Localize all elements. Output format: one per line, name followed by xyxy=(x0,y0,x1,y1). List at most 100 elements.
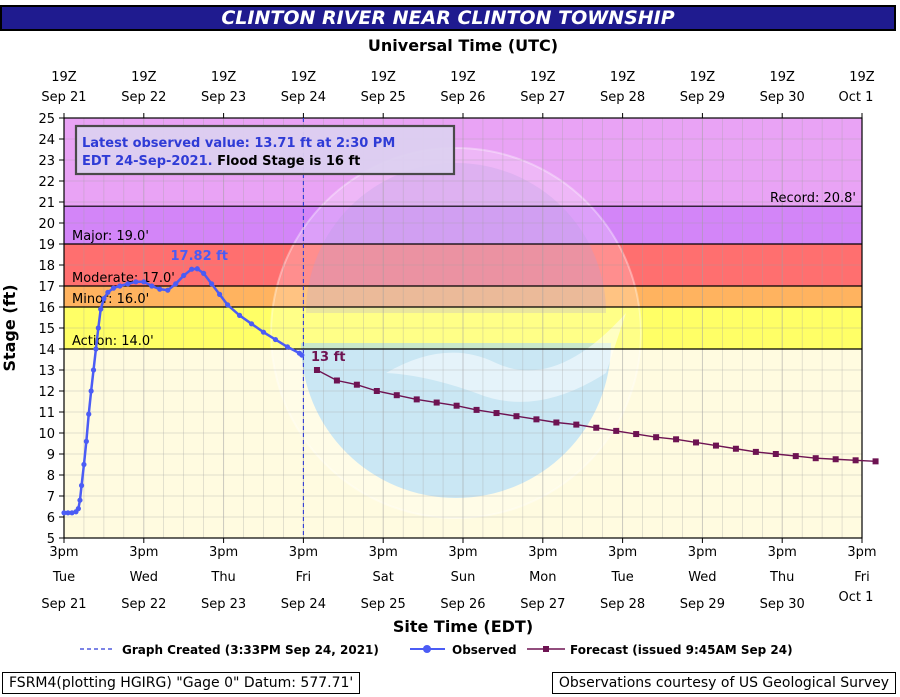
observed-point xyxy=(284,344,291,350)
x-tick-date: Sep 30 xyxy=(760,597,805,612)
x-tick-day: Tue xyxy=(610,570,633,585)
observed-point xyxy=(81,461,87,468)
x-tick-time: 3pm xyxy=(608,545,637,560)
observed-point xyxy=(165,287,171,293)
forecast-start-label: 13 ft xyxy=(311,350,346,365)
observed-point xyxy=(217,291,223,297)
forecast-point xyxy=(493,410,500,417)
threshold-label-moderate: Moderate: 17.0' xyxy=(72,271,175,286)
observed-point xyxy=(194,266,200,272)
forecast-point xyxy=(772,451,779,457)
observed-point xyxy=(117,283,123,289)
y-tick-label: 14 xyxy=(38,343,55,358)
x-tick-date: Sep 22 xyxy=(121,597,166,612)
forecast-point xyxy=(353,381,360,388)
legend-created-label: Graph Created (3:33PM Sep 24, 2021) xyxy=(122,643,379,657)
x-tick-date: Oct 1 xyxy=(839,590,874,605)
observed-point xyxy=(65,510,71,516)
top-tick-date: Sep 29 xyxy=(680,90,725,105)
legend-observed-marker xyxy=(423,645,431,653)
forecast-point xyxy=(453,402,460,409)
x-tick-date: Sep 21 xyxy=(41,597,86,612)
observations-credit: Observations courtesy of US Geological S… xyxy=(551,672,896,694)
forecast-point xyxy=(413,396,420,403)
forecast-point xyxy=(732,445,739,452)
y-tick-label: 12 xyxy=(38,385,55,400)
top-tick-date: Sep 21 xyxy=(41,90,86,105)
observed-point xyxy=(157,286,163,292)
forecast-point xyxy=(872,458,879,465)
y-tick-label: 16 xyxy=(38,301,55,316)
observed-point xyxy=(272,336,279,343)
forecast-point xyxy=(693,439,700,446)
observed-point xyxy=(95,325,101,331)
top-tick-date: Sep 28 xyxy=(600,90,645,105)
x-axis-label: Site Time (EDT) xyxy=(393,617,533,636)
top-tick-time: 19Z xyxy=(51,70,77,85)
observed-point xyxy=(248,321,255,327)
top-tick-time: 19Z xyxy=(370,70,396,85)
y-tick-label: 22 xyxy=(38,175,55,190)
observed-point xyxy=(83,438,89,444)
forecast-point xyxy=(393,392,400,399)
latest-observation-box xyxy=(74,124,456,176)
top-tick-time: 19Z xyxy=(849,70,875,85)
x-tick-date: Sep 29 xyxy=(680,597,725,612)
forecast-point xyxy=(333,377,340,384)
top-tick-time: 19Z xyxy=(131,70,157,85)
y-tick-label: 25 xyxy=(38,112,55,127)
observed-point xyxy=(93,346,99,352)
top-tick-date: Oct 1 xyxy=(839,90,874,105)
x-tick-time: 3pm xyxy=(688,545,717,560)
y-axis-label: Stage (ft) xyxy=(0,284,19,371)
threshold-label-action: Action: 14.0' xyxy=(72,334,154,349)
x-tick-time: 3pm xyxy=(49,545,78,560)
x-tick-time: 3pm xyxy=(847,545,876,560)
top-tick-date: Sep 24 xyxy=(281,90,326,105)
forecast-point xyxy=(433,399,440,406)
x-tick-day: Wed xyxy=(688,570,716,585)
x-tick-date: Sep 26 xyxy=(440,597,485,612)
observed-point xyxy=(101,296,107,302)
observed-point xyxy=(181,272,187,279)
observed-point xyxy=(86,411,92,417)
observed-point xyxy=(141,279,147,285)
top-tick-date: Sep 23 xyxy=(201,90,246,105)
y-tick-label: 7 xyxy=(47,490,55,505)
observed-point xyxy=(224,302,231,308)
observed-point xyxy=(209,281,215,287)
threshold-label-record: Record: 20.8' xyxy=(770,191,856,206)
top-tick-time: 19Z xyxy=(530,70,556,85)
y-tick-label: 23 xyxy=(38,154,55,169)
watermark-seal-upper xyxy=(306,163,606,313)
observed-point xyxy=(110,285,117,291)
x-tick-time: 3pm xyxy=(528,545,557,560)
observed-point xyxy=(133,279,139,285)
x-tick-time: 3pm xyxy=(209,545,238,560)
x-tick-day: Sat xyxy=(373,570,394,585)
x-tick-time: 3pm xyxy=(448,545,477,560)
top-tick-date: Sep 30 xyxy=(760,90,805,105)
observed-point xyxy=(75,506,81,512)
y-tick-label: 18 xyxy=(38,259,55,274)
stage-chart: Record: 20.8' Major: 19.0' Moderate: 17.0'… xyxy=(0,36,879,657)
chart-title: CLINTON RIVER NEAR CLINTON TOWNSHIP xyxy=(221,7,675,29)
observed-point xyxy=(149,283,155,289)
legend-forecast-label: Forecast (issued 9:45AM Sep 24) xyxy=(570,643,793,657)
legend-forecast-marker xyxy=(543,646,549,652)
y-tick-label: 9 xyxy=(47,448,55,463)
forecast-point xyxy=(553,419,560,426)
observed-line xyxy=(64,267,303,515)
top-tick-time: 19Z xyxy=(769,70,795,85)
datum-note: FSRM4(plotting HGIRG) "Gage 0" Datum: 57… xyxy=(2,672,361,694)
top-tick-date: Sep 25 xyxy=(361,90,406,105)
forecast-point xyxy=(533,416,540,423)
x-tick-day: Thu xyxy=(210,570,235,585)
x-tick-date: Sep 23 xyxy=(201,597,246,612)
observed-point xyxy=(125,281,131,287)
x-tick-date: Sep 28 xyxy=(600,597,645,612)
chart-title-bar: CLINTON RIVER NEAR CLINTON TOWNSHIP xyxy=(0,5,896,31)
observations-credit-text: Observations courtesy of US Geological S… xyxy=(558,675,889,691)
x-tick-time: 3pm xyxy=(369,545,398,560)
top-tick-date: Sep 27 xyxy=(520,90,565,105)
